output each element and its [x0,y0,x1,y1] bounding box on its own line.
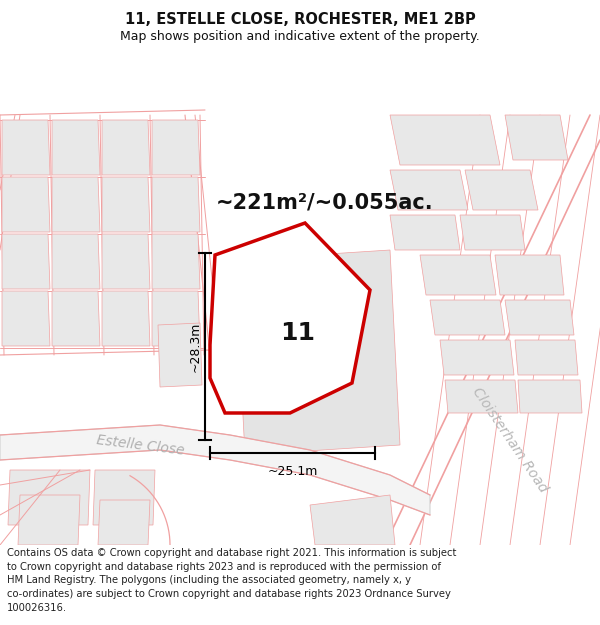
Polygon shape [8,470,90,525]
Polygon shape [52,234,100,289]
Polygon shape [52,177,100,232]
Polygon shape [390,115,500,165]
Polygon shape [515,340,578,375]
Polygon shape [52,291,100,346]
Polygon shape [310,495,395,545]
Text: ~221m²/~0.055ac.: ~221m²/~0.055ac. [216,193,434,213]
Polygon shape [102,291,150,346]
Text: ~25.1m: ~25.1m [268,465,317,478]
Polygon shape [152,177,200,232]
Polygon shape [0,425,430,515]
Polygon shape [2,234,50,289]
Text: Contains OS data © Crown copyright and database right 2021. This information is : Contains OS data © Crown copyright and d… [7,548,457,612]
Text: 11, ESTELLE CLOSE, ROCHESTER, ME1 2BP: 11, ESTELLE CLOSE, ROCHESTER, ME1 2BP [125,12,475,27]
Polygon shape [465,170,538,210]
Polygon shape [102,177,150,232]
Polygon shape [420,255,496,295]
Polygon shape [445,380,518,413]
Polygon shape [495,255,564,295]
Text: 11: 11 [281,321,316,345]
Polygon shape [210,223,370,413]
Text: Cloisterham Road: Cloisterham Road [470,385,550,495]
Polygon shape [52,120,100,175]
Polygon shape [102,234,150,289]
Polygon shape [430,300,505,335]
Polygon shape [390,170,468,210]
Polygon shape [505,115,568,160]
Polygon shape [2,120,50,175]
Polygon shape [18,495,80,545]
Polygon shape [98,500,150,545]
Polygon shape [102,120,150,175]
Polygon shape [152,120,200,175]
Polygon shape [460,215,525,250]
Polygon shape [235,250,400,455]
Text: ~28.3m: ~28.3m [188,321,202,372]
Polygon shape [152,291,200,346]
Polygon shape [440,340,514,375]
Polygon shape [93,470,155,525]
Polygon shape [518,380,582,413]
Polygon shape [2,177,50,232]
Text: Estelle Close: Estelle Close [95,432,185,457]
Polygon shape [2,291,50,346]
Text: Map shows position and indicative extent of the property.: Map shows position and indicative extent… [120,30,480,43]
Polygon shape [505,300,574,335]
Polygon shape [390,215,460,250]
Polygon shape [158,323,202,387]
Polygon shape [152,234,200,289]
